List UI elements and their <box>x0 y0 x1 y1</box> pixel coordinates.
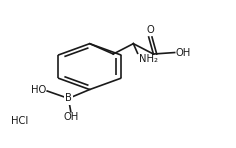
Text: HO: HO <box>31 85 46 95</box>
Text: NH₂: NH₂ <box>139 54 158 64</box>
Text: OH: OH <box>63 112 78 123</box>
Text: OH: OH <box>176 48 191 58</box>
Text: B: B <box>65 93 72 103</box>
Text: O: O <box>147 25 154 35</box>
Text: HCl: HCl <box>11 116 29 126</box>
